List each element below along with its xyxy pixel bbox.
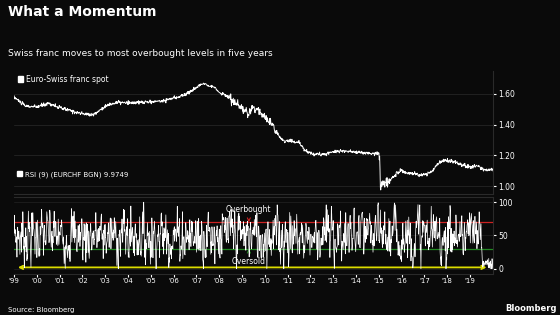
- Text: Oversold: Oversold: [232, 250, 266, 266]
- Text: Bloomberg: Bloomberg: [506, 304, 557, 313]
- Legend: Euro-Swiss franc spot: Euro-Swiss franc spot: [18, 75, 109, 84]
- Text: What a Momentum: What a Momentum: [8, 5, 157, 19]
- Text: Swiss franc moves to most overbought levels in five years: Swiss franc moves to most overbought lev…: [8, 49, 273, 58]
- Text: Overbought: Overbought: [226, 205, 272, 221]
- Text: Source: Bloomberg: Source: Bloomberg: [8, 307, 75, 313]
- Legend: RSI (9) (EURCHF BGN) 9.9749: RSI (9) (EURCHF BGN) 9.9749: [17, 171, 128, 178]
